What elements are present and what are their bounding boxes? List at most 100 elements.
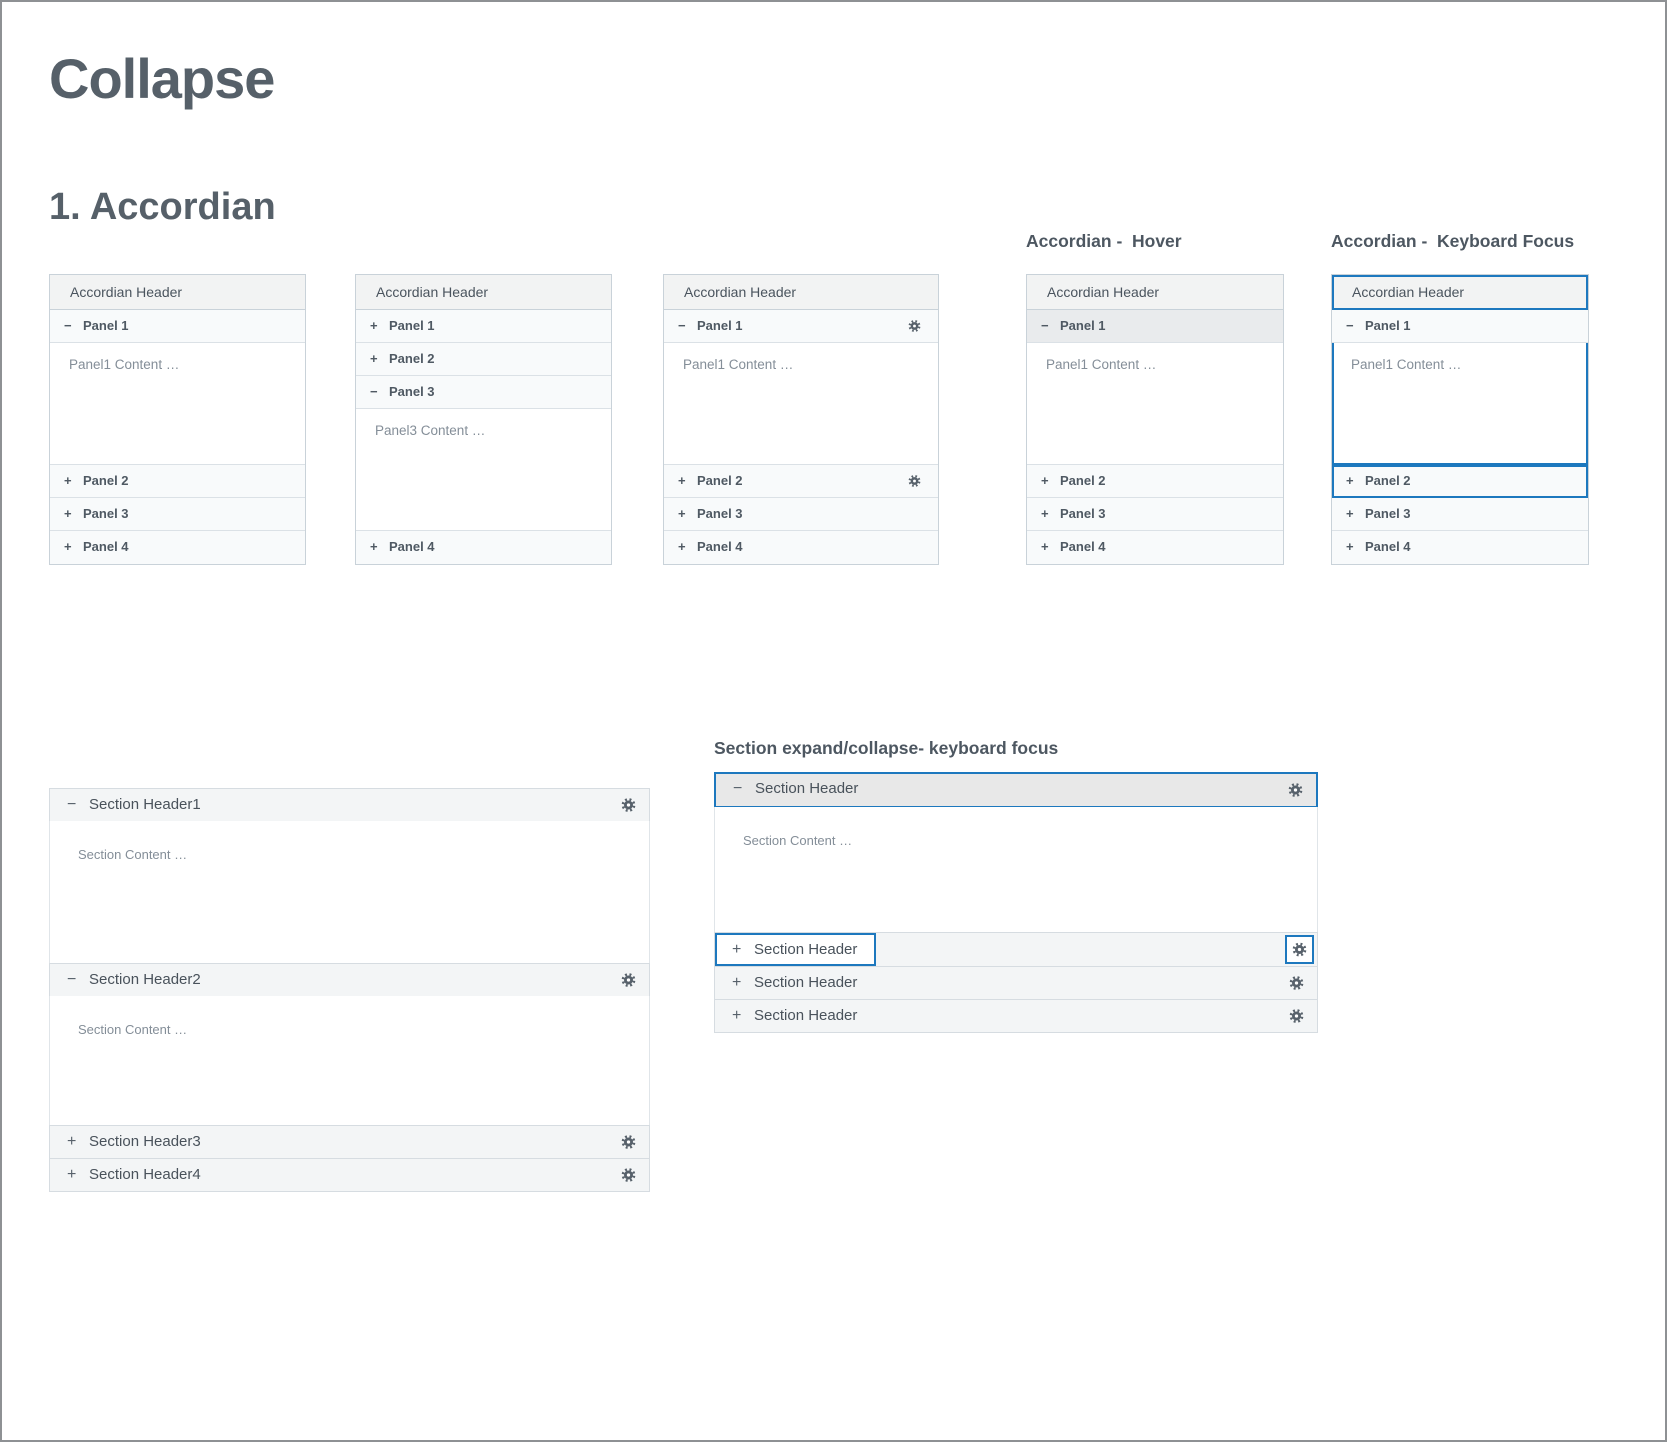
panel-3-header[interactable]: − Panel 3 (356, 376, 611, 409)
panel-2-header-focused[interactable]: + Panel 2 (1332, 465, 1588, 498)
gear-icon[interactable] (621, 972, 636, 988)
section1-content: Section Content … (49, 821, 650, 964)
section-label: Section Header (754, 1007, 858, 1024)
panel-label: Panel 1 (389, 318, 435, 333)
panel-4-header[interactable]: + Panel 4 (1332, 531, 1588, 564)
gear-icon[interactable] (1288, 782, 1303, 798)
panel-3-header[interactable]: + Panel 3 (50, 498, 305, 531)
expand-icon: + (370, 318, 378, 333)
section-header3-row[interactable]: + Section Header3 (49, 1125, 650, 1159)
collapse-icon: − (1346, 318, 1354, 333)
collapse-icon: − (1041, 318, 1049, 333)
accordion-keyboard-focus-state: Accordian Header − Panel 1 Panel1 Content… (1331, 274, 1589, 565)
panel-1-content: Panel1 Content … (1027, 343, 1283, 465)
focused-section-label-box[interactable]: + Section Header (715, 933, 876, 966)
expand-icon: + (370, 351, 378, 366)
panel-label: Panel 4 (389, 539, 435, 554)
panel-1-header[interactable]: + Panel 1 (356, 310, 611, 343)
gear-icon[interactable] (908, 474, 921, 488)
expand-icon: + (64, 473, 72, 488)
panel-2-header[interactable]: + Panel 2 (50, 465, 305, 498)
collapse-icon: − (64, 318, 72, 333)
focused-gear-box[interactable] (1285, 935, 1314, 964)
panel-label: Panel 2 (697, 473, 743, 488)
expand-icon: + (370, 539, 378, 554)
section-header2-row[interactable]: − Section Header2 (49, 963, 650, 997)
section2-content: Section Content … (49, 996, 650, 1126)
panel-1-header[interactable]: − Panel 1 (664, 310, 938, 343)
panel-label: Panel 2 (83, 473, 129, 488)
section-label: Section Header (754, 941, 858, 958)
expand-icon: + (1041, 473, 1049, 488)
gear-icon[interactable] (1289, 975, 1304, 991)
accordion-header: Accordian Header (1027, 275, 1283, 310)
section-label: Section Header (754, 974, 858, 991)
expand-icon: + (1041, 539, 1049, 554)
expand-icon: + (732, 1007, 742, 1024)
panel-1-header[interactable]: − Panel 1 (50, 310, 305, 343)
section-heading: 1. Accordian (49, 186, 276, 228)
panel-label: Panel 4 (1365, 539, 1411, 554)
panel-label: Panel 2 (389, 351, 435, 366)
panel-label: Panel 4 (1060, 539, 1106, 554)
expand-icon: + (678, 506, 686, 521)
gear-icon[interactable] (908, 319, 921, 333)
section-focus-title: Section expand/collapse- keyboard focus (714, 738, 1059, 758)
accordion-with-settings: Accordian Header − Panel 1 Panel1 Content… (663, 274, 939, 565)
panel-label: Panel 3 (83, 506, 129, 521)
accordion-header: Accordian Header (664, 275, 938, 310)
collapse-icon: − (678, 318, 686, 333)
panel-4-header[interactable]: + Panel 4 (1027, 531, 1283, 564)
gear-icon[interactable] (1289, 1008, 1304, 1024)
panel-2-header[interactable]: + Panel 2 (356, 343, 611, 376)
section-header-row[interactable]: + Section Header (714, 999, 1318, 1033)
accordion-header-label: Accordian Header (684, 284, 797, 300)
panel-label: Panel 3 (697, 506, 743, 521)
panel-3-header[interactable]: + Panel 3 (1027, 498, 1283, 531)
section-header-row-label-focused[interactable]: + Section Header (714, 932, 1318, 967)
expand-icon: + (67, 1166, 77, 1183)
gear-icon[interactable] (621, 1134, 636, 1150)
panel-2-header[interactable]: + Panel 2 (664, 465, 938, 498)
panel-label: Panel 2 (1365, 473, 1411, 488)
gear-icon[interactable] (621, 797, 636, 813)
panel-3-header[interactable]: + Panel 3 (1332, 498, 1588, 531)
panel-1-header-hovered[interactable]: − Panel 1 (1027, 310, 1283, 343)
collapse-icon: − (67, 971, 77, 988)
accordion-header: Accordian Header (50, 275, 305, 310)
section-header-row-focused[interactable]: − Section Header (714, 772, 1318, 808)
expand-icon: + (1041, 506, 1049, 521)
panel-4-header[interactable]: + Panel 4 (356, 531, 611, 564)
panel-label: Panel 3 (389, 384, 435, 399)
accordion-header-label: Accordian Header (1047, 284, 1160, 300)
expand-icon: + (1346, 473, 1354, 488)
panel-2-header[interactable]: + Panel 2 (1027, 465, 1283, 498)
gear-icon[interactable] (621, 1167, 636, 1183)
panel-4-header[interactable]: + Panel 4 (664, 531, 938, 564)
panel-1-content: Panel1 Content … (664, 343, 938, 465)
panel-3-content: Panel3 Content … (356, 409, 611, 531)
section-label: Section Header3 (89, 1133, 201, 1150)
section-label: Section Header2 (89, 971, 201, 988)
section-header1-row[interactable]: − Section Header1 (49, 788, 650, 822)
panel-label: Panel 3 (1060, 506, 1106, 521)
panel-label: Panel 2 (1060, 473, 1106, 488)
section-header4-row[interactable]: + Section Header4 (49, 1158, 650, 1192)
expand-icon: + (1346, 539, 1354, 554)
page-title: Collapse (49, 47, 275, 110)
panel-1-header[interactable]: − Panel 1 (1332, 310, 1588, 343)
panel-4-header[interactable]: + Panel 4 (50, 531, 305, 564)
panel-3-header[interactable]: + Panel 3 (664, 498, 938, 531)
section-header-row[interactable]: + Section Header (714, 966, 1318, 1000)
panel-label: Panel 4 (697, 539, 743, 554)
panel-label: Panel 1 (1365, 318, 1411, 333)
section-label: Section Header (755, 780, 859, 797)
panel-label: Panel 1 (1060, 318, 1106, 333)
expand-icon: + (64, 506, 72, 521)
section-label: Section Header1 (89, 796, 201, 813)
gear-icon[interactable] (1292, 942, 1307, 957)
expand-icon: + (1346, 506, 1354, 521)
panel-label: Panel 3 (1365, 506, 1411, 521)
panel-label: Panel 1 (697, 318, 743, 333)
